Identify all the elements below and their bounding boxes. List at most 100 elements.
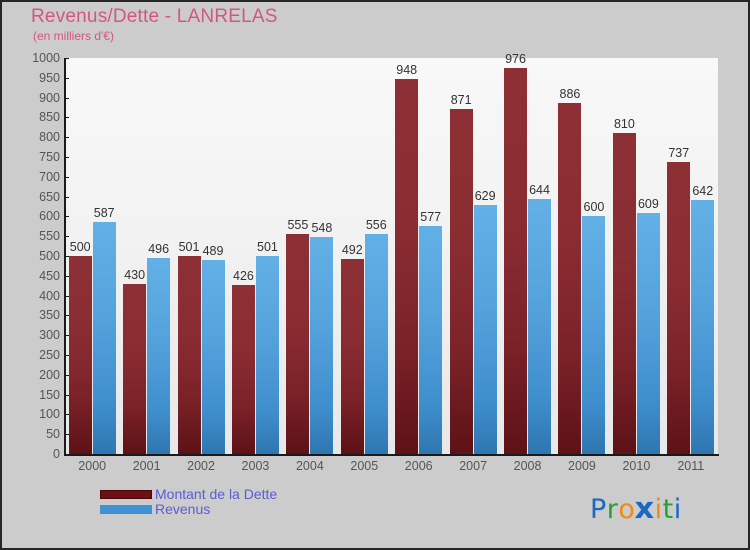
bar-value-label: 609: [637, 196, 659, 211]
y-tick-label: 100: [39, 407, 60, 422]
bar-revenus-2006[interactable]: [419, 225, 443, 454]
y-tick-label: 450: [39, 268, 60, 283]
y-tick-label: 350: [39, 308, 60, 323]
y-tick-label: 700: [39, 169, 60, 184]
bar-revenus-2007[interactable]: [473, 204, 497, 454]
bar-value-label: 644: [529, 182, 550, 197]
y-tick-label: 200: [39, 367, 60, 382]
bar-revenus-2005[interactable]: [364, 233, 388, 454]
y-tick-mark: [64, 315, 69, 316]
bar-revenus-2002[interactable]: [201, 260, 225, 454]
y-tick-mark: [64, 296, 69, 297]
logo-letter-o-2: o: [618, 494, 636, 525]
y-tick-mark: [64, 98, 69, 99]
bar-value-label: 810: [613, 117, 635, 132]
bar-value-label: 426: [233, 269, 254, 284]
y-axis-tick-labels: 0 50 100 150 200 250 300 350 400 450 500 550 600 650 7…: [2, 2, 60, 548]
bar-value-label: 886: [559, 87, 581, 102]
bar-revenus-2010[interactable]: [636, 212, 660, 454]
y-tick-mark: [64, 395, 69, 396]
y-tick-label: 300: [39, 328, 60, 343]
x-axis-line: [64, 454, 719, 456]
bar-value-label: 555: [287, 218, 309, 233]
bar-value-label: 948: [396, 62, 418, 77]
y-tick-mark: [64, 177, 69, 178]
bar-value-label: 737: [668, 146, 690, 161]
bar-revenus-2000[interactable]: [92, 221, 116, 454]
y-tick-label: 400: [39, 288, 60, 303]
x-tick-label-2004: 2004: [295, 459, 324, 473]
bar-montant-de-la-dette-2003[interactable]: [231, 285, 255, 454]
logo-letter-i-6: i: [673, 494, 682, 525]
bar-montant-de-la-dette-2006[interactable]: [395, 78, 419, 454]
bar-revenus-2009[interactable]: [582, 216, 606, 454]
legend-swatch: [100, 490, 152, 499]
chart-legend: Montant de la Dette Revenus: [100, 487, 277, 517]
y-tick-label: 150: [39, 387, 60, 402]
y-tick-label: 1000: [32, 51, 60, 65]
x-tick-label-2003: 2003: [241, 459, 270, 473]
y-tick-mark: [64, 78, 69, 79]
proxiti-logo: Proxiti: [590, 491, 682, 525]
y-tick-mark: [64, 216, 69, 217]
y-tick-label: 550: [39, 229, 60, 244]
bar-value-label: 501: [178, 239, 200, 254]
bar-montant-de-la-dette-2010[interactable]: [612, 133, 636, 454]
bar-montant-de-la-dette-2011[interactable]: [667, 162, 691, 454]
x-tick-label-2009: 2009: [568, 459, 596, 473]
bar-montant-de-la-dette-2005[interactable]: [340, 259, 364, 454]
bar-montant-de-la-dette-2007[interactable]: [449, 109, 473, 454]
x-tick-label-2000: 2000: [78, 459, 107, 473]
bar-revenus-2003[interactable]: [255, 255, 279, 454]
bar-montant-de-la-dette-2004[interactable]: [286, 234, 310, 454]
y-tick-label: 50: [46, 427, 60, 442]
y-tick-mark: [64, 197, 69, 198]
x-tick-label-2008: 2008: [513, 459, 542, 473]
y-tick-mark: [64, 157, 69, 158]
y-tick-label: 600: [39, 209, 60, 224]
x-tick-label-2005: 2005: [350, 459, 379, 473]
bar-value-label: 642: [692, 183, 714, 198]
bar-revenus-2008[interactable]: [528, 198, 552, 454]
bar-montant-de-la-dette-2002[interactable]: [177, 255, 201, 454]
x-tick-label-2007: 2007: [459, 459, 488, 473]
x-tick-label-2002: 2002: [187, 459, 215, 473]
y-tick-mark: [64, 434, 69, 435]
bar-value-labels: 500 587 430 496 501 489 426 501 555 548 492 556 948 5…: [65, 52, 718, 454]
y-tick-label: 500: [39, 249, 60, 263]
bar-value-label: 629: [474, 188, 496, 203]
y-tick-label: 750: [39, 150, 60, 164]
x-tick-label-2011: 2011: [677, 459, 705, 473]
bar-value-label: 871: [450, 93, 472, 108]
legend-label: Montant de la Dette: [155, 486, 278, 502]
y-tick-label: 850: [39, 110, 60, 125]
bar-value-label: 548: [311, 220, 333, 235]
bar-value-label: 501: [257, 239, 278, 254]
bar-value-label: 577: [420, 209, 442, 224]
bar-value-label: 489: [202, 244, 224, 259]
y-tick-label: 650: [39, 189, 60, 204]
bar-value-label: 492: [341, 243, 363, 258]
bar-value-label: 556: [365, 217, 387, 232]
y-tick-mark: [64, 335, 69, 336]
bar-revenus-2011[interactable]: [691, 199, 715, 454]
bar-montant-de-la-dette-2009[interactable]: [558, 103, 582, 454]
legend-label: Revenus: [155, 501, 211, 517]
legend-item-dette[interactable]: Montant de la Dette: [100, 487, 277, 502]
bar-montant-de-la-dette-2008[interactable]: [504, 67, 528, 454]
x-tick-label-2001: 2001: [132, 459, 161, 473]
chart-subtitle: (en milliers d'€): [33, 29, 114, 43]
bar-revenus-2001[interactable]: [147, 257, 171, 454]
y-tick-label: 800: [39, 130, 60, 145]
bar-value-label: 600: [583, 200, 605, 215]
bar-montant-de-la-dette-2000[interactable]: [68, 256, 92, 454]
logo-letter-t-5: t: [662, 494, 674, 525]
y-tick-mark: [64, 454, 69, 455]
y-tick-label: 250: [39, 348, 60, 362]
bar-montant-de-la-dette-2001[interactable]: [123, 283, 147, 454]
y-tick-mark: [64, 256, 69, 257]
bar-value-label: 496: [148, 241, 170, 256]
x-tick-label-2006: 2006: [404, 459, 433, 473]
bar-revenus-2004[interactable]: [310, 237, 334, 454]
legend-item-revenus[interactable]: Revenus: [100, 502, 277, 517]
